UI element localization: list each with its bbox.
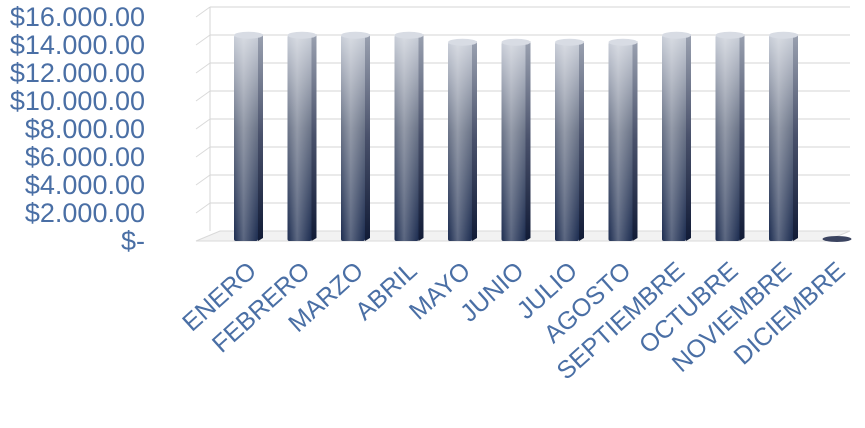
bar bbox=[608, 38, 638, 242]
y-tick-label: $6.000.00 bbox=[25, 142, 145, 172]
bar bbox=[555, 38, 584, 242]
gridline-depth bbox=[195, 118, 211, 130]
bar bbox=[448, 38, 477, 242]
y-axis-tick-labels: $-$2.000.00$4.000.00$6.000.00$8.000.00$1… bbox=[10, 2, 145, 256]
bar bbox=[769, 31, 798, 242]
y-tick-label: $2.000.00 bbox=[25, 198, 145, 228]
gridline-depth bbox=[195, 34, 211, 46]
gridline-depth bbox=[195, 62, 211, 74]
y-tick-label: $14.000.00 bbox=[10, 30, 145, 60]
y-tick-label: $12.000.00 bbox=[10, 58, 145, 88]
gridline-depth bbox=[195, 6, 211, 18]
y-tick-label: $16.000.00 bbox=[10, 2, 145, 32]
bar bbox=[394, 31, 424, 242]
bar bbox=[822, 236, 852, 242]
bar bbox=[341, 31, 370, 242]
bar bbox=[234, 31, 263, 242]
y-tick-label: $- bbox=[121, 226, 145, 256]
y-tick-label: $8.000.00 bbox=[25, 114, 145, 144]
bar bbox=[501, 38, 531, 242]
y-tick-label: $10.000.00 bbox=[10, 86, 145, 116]
x-tick-label: ABRIL bbox=[350, 257, 423, 326]
bar bbox=[662, 31, 691, 242]
x-axis-tick-labels: ENEROFEBREROMARZOABRILMAYOJUNIOJULIOAGOS… bbox=[177, 257, 850, 386]
bars bbox=[234, 31, 852, 242]
gridline-depth bbox=[195, 146, 211, 158]
gridline-depth bbox=[195, 174, 211, 186]
gridline-depth bbox=[195, 90, 211, 102]
bar bbox=[715, 31, 745, 242]
bar bbox=[287, 31, 317, 242]
gridline-depth bbox=[195, 202, 211, 214]
y-tick-label: $4.000.00 bbox=[25, 170, 145, 200]
